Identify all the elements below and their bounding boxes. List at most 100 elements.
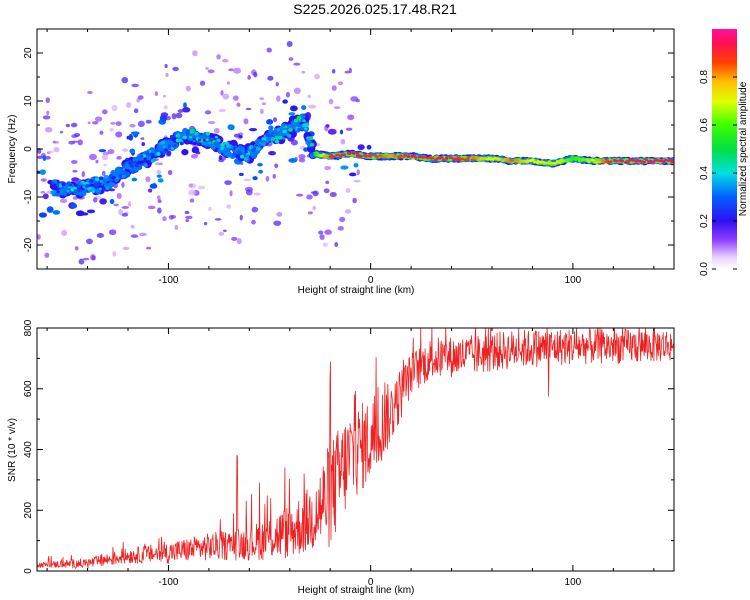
spectrogram-haze-blob (121, 205, 130, 210)
spectrogram-ridge-blob (185, 129, 190, 134)
spectrogram-haze-blob (91, 255, 96, 261)
spectrogram-ridge-blob (245, 154, 250, 158)
spectrogram-haze-blob (146, 246, 152, 250)
spectrogram-ridge-blob (290, 121, 296, 125)
spectrogram-ridge-blob (185, 132, 190, 135)
spectrogram-haze-blob (162, 216, 167, 222)
spectrogram-haze-blob (337, 81, 344, 86)
spectrogram-ridge-blob (205, 131, 211, 136)
spectrogram-haze-blob (285, 91, 290, 98)
spectrogram-ridge-blob (145, 154, 152, 161)
spectrogram-haze-blob (122, 246, 130, 250)
spectrogram-haze-blob (109, 128, 114, 132)
spectrogram-noise-blob (183, 102, 187, 109)
spectrogram-haze-blob (70, 122, 78, 128)
spectrogram-noise-blob (98, 149, 107, 153)
spectrogram-ridge-blob (470, 158, 474, 161)
spectrogram-haze-blob (199, 80, 206, 86)
spectrogram-haze-blob (347, 114, 355, 121)
spectrogram-noise-blob (131, 177, 138, 182)
spectrogram-ridge-blob (282, 129, 287, 134)
spectrogram-ridge-blob (359, 154, 364, 158)
spectrogram-haze-blob (216, 54, 221, 60)
spectrogram-ridge-blob (134, 163, 140, 168)
spectrogram-haze-blob (115, 131, 123, 138)
spectrogram-ridge-blob (278, 135, 283, 140)
spectrogram-haze-blob (247, 75, 251, 80)
spectrogram-ridge-blob (352, 152, 356, 155)
spectrogram-haze-blob (266, 47, 272, 53)
spectrogram-noise-blob (130, 131, 140, 135)
spectrogram-ridge-blob (243, 156, 249, 161)
spectrogram-ridge-blob (162, 150, 167, 154)
spectrogram-ridge-blob (475, 156, 479, 160)
spectrogram-ridge-blob (130, 170, 136, 174)
colorbar-gradient (712, 29, 737, 269)
spectrogram-haze-blob (253, 192, 261, 196)
spectrogram-haze-blob (218, 109, 226, 112)
spectrogram-ridge-blob (270, 136, 276, 141)
spectrogram-ridge-blob (254, 144, 258, 147)
spectrogram-ridge-blob (194, 131, 199, 136)
spectrogram-haze-blob (95, 276, 102, 280)
spectrogram-ridge-blob (404, 154, 408, 157)
spectrogram-ridge-blob (99, 180, 103, 183)
spectrogram-haze-blob (101, 154, 109, 161)
spectrogram-haze-blob (340, 138, 346, 145)
spectrogram-ridge-blob (85, 189, 89, 193)
spectrogram-ridge-blob (307, 137, 311, 141)
spectrogram-ridge-blob (304, 123, 309, 128)
spectrogram-haze-blob (107, 148, 115, 155)
spectrogram-ridge-blob (224, 141, 228, 145)
spectrogram-haze-blob (251, 206, 259, 213)
spectrogram-haze-blob (274, 163, 279, 169)
spectrogram-ridge-blob (74, 183, 78, 187)
spectrogram-haze-blob (275, 81, 279, 87)
spectrogram-ridge-blob (558, 161, 562, 165)
spectrogram-ridge-blob (481, 157, 485, 160)
spectrogram-haze-blob (156, 169, 162, 175)
spectrogram-haze-blob (243, 118, 249, 125)
spectrogram-ridge-blob (262, 139, 266, 143)
spectrogram-haze-blob (337, 225, 344, 231)
spectrogram-ridge-blob (213, 141, 218, 146)
spectrogram-ridge-blob (531, 158, 535, 162)
spectrogram-haze-blob (233, 67, 242, 74)
spectrogram-haze-blob (40, 178, 47, 182)
spectrogram-noise-blob (148, 188, 153, 193)
spectrogram-haze-blob (157, 207, 162, 214)
spectrogram-ridge-blob (271, 132, 275, 135)
spectrogram-ridge-blob (138, 157, 143, 161)
spectrogram-haze-blob (331, 68, 336, 74)
spectrogram-ytick-label: -20 (23, 237, 34, 252)
spectrogram-ridge-blob (336, 153, 340, 157)
spectrogram-ridge-blob (176, 135, 180, 138)
spectrogram-ridge-blob (536, 160, 541, 163)
spectrogram-ridge-blob (59, 184, 63, 188)
spectrogram-ridge-blob (66, 189, 70, 193)
spectrogram-ridge-blob (575, 157, 579, 160)
spectrogram-haze-blob (188, 189, 196, 196)
spectrogram-ridge-blob (425, 156, 430, 160)
spectrogram-haze-blob (318, 230, 324, 235)
spectrogram-ridge-blob (232, 152, 237, 157)
spectrogram-haze-blob (190, 153, 199, 159)
snr-ytick-label: 0 (23, 568, 34, 574)
spectrogram-haze-blob (333, 106, 341, 109)
spectrogram-haze-blob (44, 252, 50, 258)
spectrogram-noise-blob (128, 133, 134, 141)
spectrogram-haze-blob (306, 194, 313, 200)
spectrogram-ridge-blob (666, 159, 671, 162)
spectrogram-ridge-blob (653, 159, 657, 162)
spectrogram-ridge-blob (265, 133, 271, 138)
spectrogram-ridge-blob (540, 160, 544, 163)
spectrogram-ytick-label: 20 (23, 47, 34, 59)
spectrogram-ridge-blob (440, 156, 444, 159)
spectrogram-noise-blob (325, 124, 330, 128)
spectrogram-haze-blob (308, 104, 317, 109)
spectrogram-haze-blob (72, 169, 78, 173)
spectrogram-haze-blob (156, 195, 161, 200)
chart-title: S225.2026.025.17.48.R21 (293, 1, 457, 17)
spectrogram-haze-blob (61, 229, 68, 237)
